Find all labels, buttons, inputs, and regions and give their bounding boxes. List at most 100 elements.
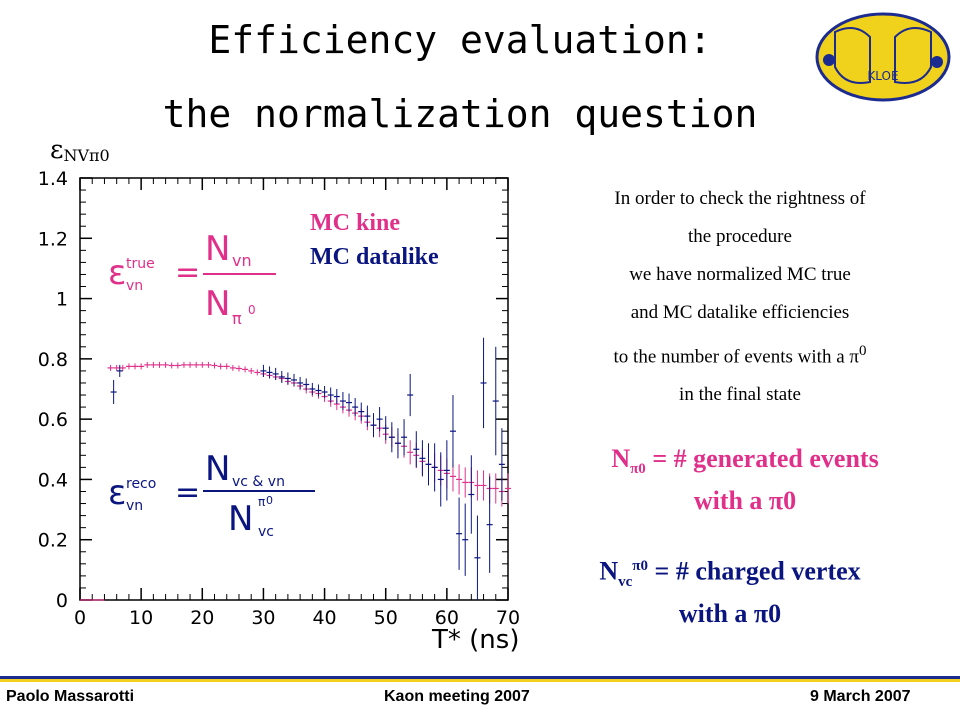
mc-kine-point — [205, 361, 212, 368]
svg-text:vc & vn: vc & vn — [232, 474, 285, 490]
mc-kine-point — [156, 361, 163, 368]
mc-datalike-point — [437, 452, 444, 507]
mc-kine-point — [211, 362, 218, 369]
mc-datalike-point — [394, 428, 401, 459]
mc-kine-point — [217, 363, 224, 370]
svg-text:ε: ε — [108, 473, 126, 513]
mc-datalike-point — [116, 364, 123, 377]
mc-datalike-point — [315, 384, 322, 397]
svg-text:reco: reco — [126, 476, 156, 492]
mc-kine-point — [107, 364, 114, 371]
note-n-pi0: Nπ0 = # generated events with a π0 — [611, 444, 879, 516]
mc-datalike-point — [443, 440, 450, 501]
x-axis-label: T* (ns) — [431, 625, 519, 655]
y-tick-label: 1.4 — [38, 168, 68, 190]
mc-kine-point — [254, 369, 261, 376]
desc-line: and MC datalike efficiencies — [630, 302, 850, 323]
y-tick-label: 1.2 — [38, 228, 68, 250]
note-n-vc-pi0: Nvcπ0 = # charged vertex with a π0 — [599, 556, 861, 628]
y-tick-label: 0.4 — [38, 469, 68, 491]
mc-datalike-point — [498, 428, 505, 501]
mc-datalike-point — [376, 407, 383, 432]
desc-line: we have normalized MC true — [629, 264, 851, 285]
legend-mc-kine: MC kine — [310, 210, 400, 236]
mc-datalike-point — [456, 497, 463, 570]
x-tick-label: 40 — [312, 607, 336, 629]
mc-datalike-point — [474, 515, 481, 600]
mc-kine-point — [119, 364, 126, 371]
desc-line: In order to check the rightness of — [614, 188, 866, 209]
mc-datalike-point — [272, 367, 279, 380]
svg-text:0: 0 — [266, 494, 273, 507]
mc-datalike-point — [339, 392, 346, 411]
y-tick-label: 1 — [56, 289, 68, 311]
x-tick-label: 10 — [129, 607, 153, 629]
mc-datalike-point — [364, 405, 371, 427]
mc-datalike-point — [425, 443, 432, 486]
slide-title-line2: the normalization question — [162, 92, 758, 136]
svg-text:N: N — [205, 449, 230, 489]
svg-text:vn: vn — [232, 251, 252, 270]
y-axis-label: εNVπ0 — [50, 135, 110, 165]
x-tick-label: 0 — [74, 607, 86, 629]
footer-event: Kaon meeting 2007 — [384, 688, 530, 705]
desc-line: to the number of events with a π0 — [613, 343, 867, 368]
formula-true: ε true vn = N vn N π 0 — [108, 229, 276, 328]
mc-datalike-point — [449, 395, 456, 468]
mc-kine-point — [174, 362, 181, 369]
description: In order to check the rightness of the p… — [530, 180, 950, 414]
svg-text:true: true — [126, 256, 155, 272]
mc-kine-point — [242, 366, 249, 373]
mc-datalike-point — [321, 385, 328, 399]
mc-kine-point — [113, 364, 120, 371]
x-tick-label: 20 — [190, 607, 214, 629]
desc-line: the procedure — [688, 226, 792, 247]
logo-text: KLOE — [867, 69, 898, 83]
mc-datalike-point — [401, 419, 408, 456]
mc-kine-point — [180, 361, 187, 368]
y-tick-label: 0 — [56, 590, 68, 612]
mc-kine-point — [144, 361, 151, 368]
svg-text:=: = — [175, 255, 200, 290]
slide-title-line1: Efficiency evaluation: — [208, 18, 712, 62]
mc-datalike-point — [462, 503, 469, 576]
kloe-logo: KLOE — [815, 12, 951, 102]
svg-text:ε: ε — [108, 253, 126, 293]
mc-kine-point — [474, 470, 481, 501]
x-tick-label: 60 — [435, 607, 459, 629]
footer-divider-yellow — [0, 679, 960, 682]
mc-datalike-point — [266, 366, 273, 379]
mc-kine-point — [462, 467, 469, 498]
mc-kine-point — [162, 361, 169, 368]
mc-kine-point — [480, 470, 487, 501]
mc-kine-point — [456, 464, 463, 495]
mc-kine-point — [187, 361, 194, 368]
mc-kine-point — [150, 361, 157, 368]
mc-datalike-point — [297, 376, 304, 389]
svg-text:N: N — [205, 229, 230, 269]
mc-datalike-point — [468, 455, 475, 534]
svg-text:=: = — [175, 475, 200, 510]
x-tick-label: 70 — [496, 607, 520, 629]
mc-kine-point — [505, 473, 511, 504]
mc-kine-point — [492, 473, 499, 504]
mc-kine-point — [138, 363, 145, 370]
mc-kine-point — [125, 363, 132, 370]
legend-mc-datalike: MC datalike — [310, 244, 439, 270]
mc-datalike-point — [333, 389, 340, 405]
desc-line: in the final state — [679, 384, 801, 406]
mc-datalike-point — [486, 476, 493, 573]
mc-kine-point — [407, 440, 414, 465]
svg-text:vc: vc — [258, 524, 274, 540]
mc-kine-point — [199, 361, 206, 368]
mc-datalike-point — [492, 346, 499, 456]
efficiency-chart: 0 0.2 0.4 0.6 0.8 1 1.2 1.4 0 10 20 30 40 50 60 70 εNVπ… — [38, 135, 520, 655]
mc-datalike-point — [309, 382, 316, 396]
svg-text:vn: vn — [126, 278, 143, 294]
svg-text:N: N — [205, 284, 230, 324]
plot-frame — [79, 177, 509, 601]
svg-text:0: 0 — [248, 303, 256, 317]
mc-kine-point — [168, 362, 175, 369]
mc-datalike-point — [327, 387, 334, 403]
mc-datalike-point — [382, 416, 389, 441]
